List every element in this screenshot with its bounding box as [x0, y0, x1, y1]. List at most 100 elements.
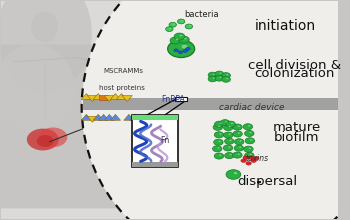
- Circle shape: [183, 50, 187, 52]
- Text: Fn: Fn: [161, 136, 170, 145]
- Circle shape: [176, 39, 178, 40]
- Circle shape: [241, 159, 246, 162]
- Polygon shape: [104, 114, 114, 120]
- Circle shape: [248, 156, 254, 160]
- Bar: [99, 95, 108, 100]
- Circle shape: [226, 78, 228, 79]
- Circle shape: [250, 139, 252, 141]
- Circle shape: [219, 73, 222, 74]
- Polygon shape: [110, 114, 120, 120]
- Circle shape: [185, 24, 192, 29]
- Circle shape: [215, 75, 224, 81]
- Circle shape: [218, 147, 219, 148]
- Circle shape: [226, 74, 228, 75]
- Circle shape: [170, 37, 181, 44]
- Circle shape: [219, 133, 221, 135]
- Circle shape: [219, 123, 222, 124]
- Circle shape: [229, 126, 231, 127]
- Circle shape: [239, 147, 241, 148]
- Text: toxins: toxins: [245, 154, 268, 163]
- Bar: [132, 162, 178, 167]
- Circle shape: [245, 152, 254, 158]
- Circle shape: [224, 132, 233, 138]
- Ellipse shape: [38, 127, 67, 147]
- Circle shape: [214, 132, 224, 138]
- Circle shape: [245, 138, 254, 144]
- Circle shape: [226, 121, 236, 127]
- Circle shape: [222, 77, 230, 82]
- Polygon shape: [104, 95, 114, 101]
- Circle shape: [230, 140, 232, 141]
- Circle shape: [225, 121, 228, 123]
- Circle shape: [224, 125, 233, 131]
- Text: dispersal: dispersal: [237, 174, 297, 187]
- Circle shape: [181, 20, 183, 21]
- Circle shape: [182, 45, 188, 49]
- Circle shape: [223, 145, 233, 151]
- Circle shape: [249, 148, 251, 149]
- Ellipse shape: [0, 0, 92, 94]
- Polygon shape: [81, 114, 92, 120]
- Circle shape: [173, 24, 175, 25]
- Circle shape: [233, 131, 242, 137]
- Polygon shape: [98, 114, 109, 120]
- Circle shape: [234, 145, 244, 151]
- Circle shape: [218, 126, 220, 127]
- Circle shape: [180, 35, 182, 36]
- Polygon shape: [93, 114, 103, 120]
- Circle shape: [246, 162, 251, 165]
- Bar: [132, 116, 178, 120]
- Circle shape: [248, 125, 250, 126]
- Circle shape: [220, 120, 230, 126]
- Circle shape: [226, 170, 241, 179]
- Ellipse shape: [82, 0, 350, 220]
- Circle shape: [177, 19, 185, 24]
- Text: bacteria: bacteria: [184, 10, 219, 19]
- Circle shape: [234, 172, 237, 174]
- Circle shape: [215, 71, 224, 77]
- Circle shape: [250, 132, 252, 133]
- Polygon shape: [81, 94, 92, 99]
- Circle shape: [169, 28, 171, 29]
- Circle shape: [239, 140, 241, 141]
- Circle shape: [250, 154, 252, 155]
- Circle shape: [186, 47, 190, 50]
- Circle shape: [219, 154, 221, 156]
- Circle shape: [178, 36, 189, 43]
- Circle shape: [228, 147, 230, 148]
- Ellipse shape: [31, 12, 58, 42]
- Circle shape: [208, 72, 217, 78]
- Circle shape: [243, 124, 253, 130]
- Circle shape: [174, 33, 185, 40]
- Bar: [83, 98, 345, 110]
- Circle shape: [169, 22, 176, 27]
- Text: FnBPA: FnBPA: [161, 95, 184, 104]
- Circle shape: [225, 152, 234, 159]
- Circle shape: [219, 141, 221, 142]
- Circle shape: [174, 49, 178, 52]
- Circle shape: [230, 154, 232, 155]
- Circle shape: [214, 153, 224, 159]
- Circle shape: [168, 40, 195, 58]
- Text: biofilm: biofilm: [274, 131, 320, 144]
- Circle shape: [219, 77, 222, 78]
- Polygon shape: [122, 95, 132, 101]
- Circle shape: [213, 77, 215, 79]
- Circle shape: [244, 146, 253, 152]
- Polygon shape: [87, 116, 98, 122]
- Ellipse shape: [27, 128, 59, 150]
- Circle shape: [215, 121, 224, 127]
- Circle shape: [254, 156, 259, 160]
- Circle shape: [166, 27, 173, 31]
- Circle shape: [234, 139, 244, 145]
- Circle shape: [231, 123, 233, 124]
- Bar: [132, 116, 178, 167]
- Text: initiation: initiation: [255, 19, 316, 33]
- Circle shape: [213, 74, 215, 75]
- Ellipse shape: [37, 135, 54, 147]
- Polygon shape: [87, 95, 98, 101]
- Circle shape: [238, 154, 240, 155]
- Circle shape: [225, 138, 234, 144]
- Circle shape: [243, 156, 248, 160]
- Polygon shape: [130, 114, 140, 120]
